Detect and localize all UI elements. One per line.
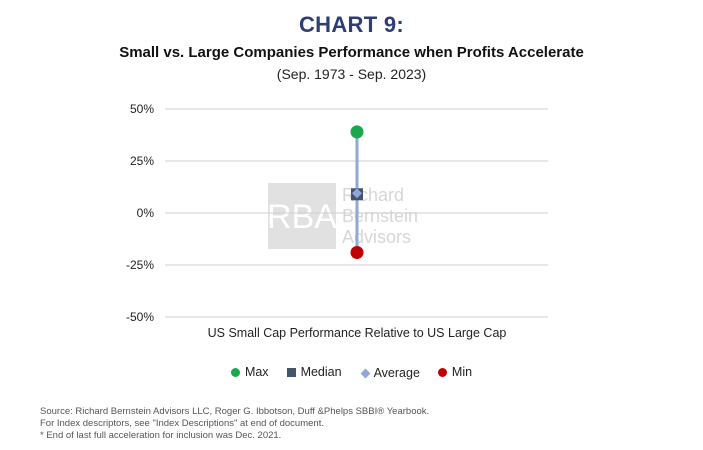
chart-marks [350,125,364,260]
watermark: RBA Richard Bernstein Advisors [267,183,418,249]
chart-subtitle: (Sep. 1973 - Sep. 2023) [276,66,427,82]
legend-label: Min [451,365,473,379]
legend-label: Median [300,365,342,379]
y-tick-label: -25% [126,258,154,272]
y-tick-label: 25% [130,154,154,168]
marker-average [352,188,362,199]
legend-label: Average [373,366,420,380]
y-tick-label: 0% [137,206,155,220]
marker-min [350,246,364,260]
y-tick-label: -50% [126,310,154,324]
circle-icon [437,367,447,377]
watermark-line-2: Bernstein [342,206,418,226]
chart-legend: Max Median Average Min [0,365,703,380]
legend-item-max: Max [230,365,269,379]
source-note: Source: Richard Bernstein Advisors LLC, … [40,406,429,442]
square-icon [286,367,296,377]
y-tick-label: 50% [130,102,154,116]
legend-item-median: Median [286,365,342,379]
marker-max [350,125,364,139]
source-line-2: For Index descriptors, see "Index Descri… [40,418,324,429]
chart-heading: CHART 9: [298,12,405,37]
watermark-logo-box [268,183,336,249]
legend-item-min: Min [437,365,473,379]
diamond-icon [360,368,371,378]
watermark-logo-text: RBA [267,198,337,236]
chart-title: Small vs. Large Companies Performance wh… [119,44,584,61]
watermark-line-3: Advisors [342,227,411,247]
source-line-1: Source: Richard Bernstein Advisors LLC, … [40,406,430,417]
circle-icon [230,367,240,377]
source-line-3: * End of last full acceleration for incl… [40,430,282,441]
y-axis-ticks: 50% 25% 0% -25% -50% [126,102,154,324]
legend-item-average: Average [360,366,420,380]
x-category-label: US Small Cap Performance Relative to US … [208,326,507,340]
legend-label: Max [244,365,269,379]
